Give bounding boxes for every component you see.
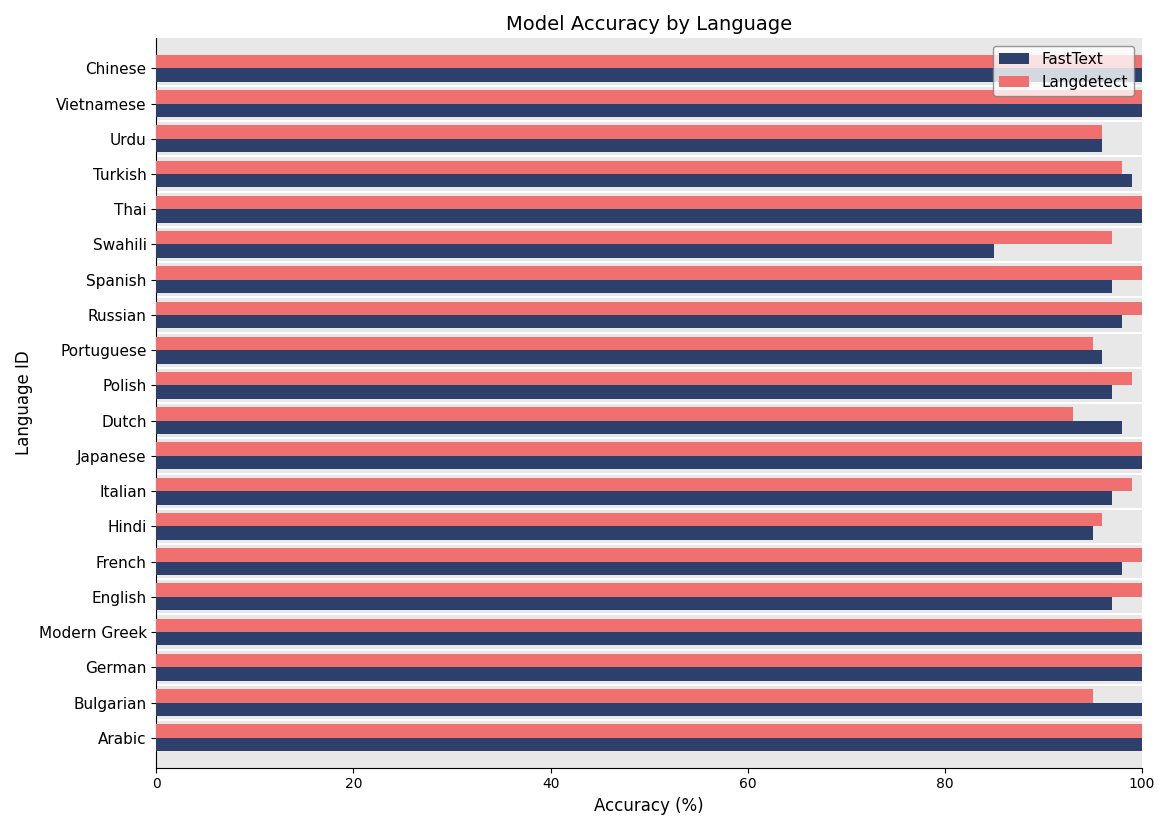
Bar — [157, 337, 1093, 350]
Bar — [157, 372, 1131, 385]
Bar — [157, 526, 1093, 540]
Bar — [157, 667, 1142, 681]
Bar — [157, 301, 1142, 315]
Bar — [157, 654, 1142, 667]
Bar — [157, 456, 1142, 469]
Bar — [157, 562, 1122, 575]
Bar — [157, 689, 1093, 702]
Bar — [157, 408, 1073, 421]
Bar — [157, 90, 1142, 104]
Bar — [157, 478, 1131, 491]
Title: Model Accuracy by Language: Model Accuracy by Language — [507, 15, 792, 34]
Legend: FastText, Langdetect: FastText, Langdetect — [992, 46, 1134, 95]
Bar — [157, 548, 1142, 562]
Bar — [157, 315, 1122, 329]
Bar — [157, 442, 1142, 456]
Bar — [157, 209, 1142, 222]
Bar — [157, 597, 1113, 610]
Bar — [157, 702, 1142, 716]
X-axis label: Accuracy (%): Accuracy (%) — [594, 797, 704, 815]
Bar — [157, 385, 1113, 398]
Bar — [157, 491, 1113, 505]
Bar — [157, 139, 1102, 152]
Bar — [157, 513, 1102, 526]
Bar — [157, 231, 1113, 245]
Bar — [157, 68, 1142, 81]
Bar — [157, 421, 1122, 434]
Bar — [157, 160, 1122, 174]
Bar — [157, 174, 1131, 188]
Bar — [157, 350, 1102, 364]
Bar — [157, 104, 1142, 117]
Bar — [157, 245, 994, 258]
Bar — [157, 583, 1142, 597]
Bar — [157, 632, 1142, 646]
Bar — [157, 738, 1142, 751]
Bar — [157, 725, 1142, 738]
Bar — [157, 55, 1142, 68]
Bar — [157, 618, 1142, 632]
Bar — [157, 196, 1142, 209]
Bar — [157, 125, 1102, 139]
Bar — [157, 280, 1113, 293]
Y-axis label: Language ID: Language ID — [15, 350, 33, 456]
Bar — [157, 266, 1142, 280]
